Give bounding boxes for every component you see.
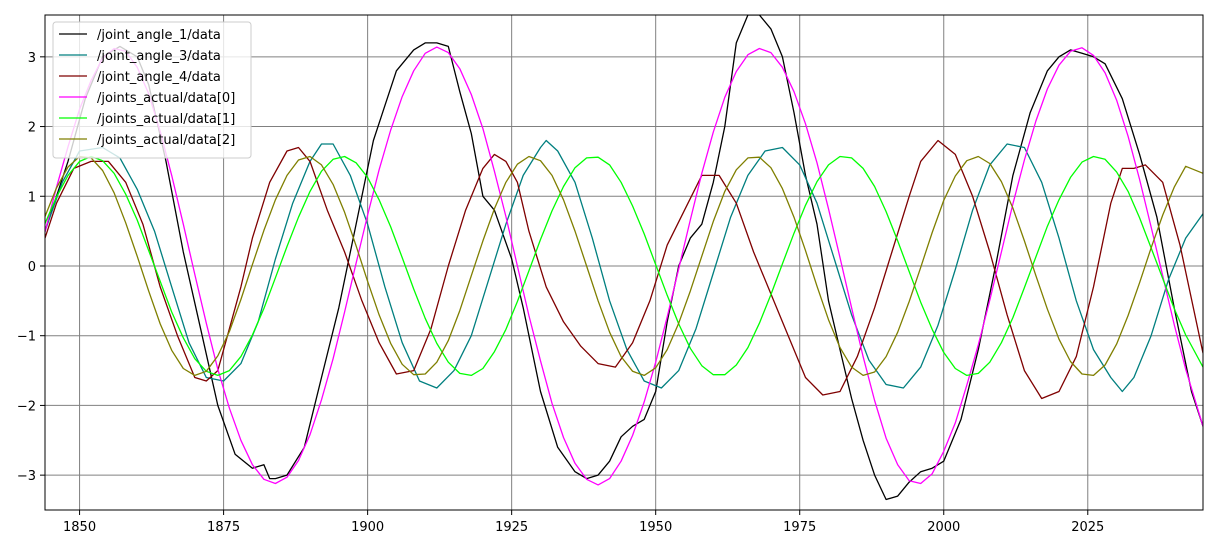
y-tick-label: −1 [17,330,36,345]
legend-label: /joint_angle_3/data [97,49,221,64]
axis-ticks: 1850 1875 1900 1925 1950 1975 2000 2025 −3 −2 −1 0 1… [17,51,1104,535]
legend-label: /joints_actual/data[2] [97,133,235,148]
legend-label: /joint_angle_4/data [97,70,221,85]
series-line-1 [45,139,1203,393]
y-tick-label: 3 [28,51,36,66]
legend-label: /joints_actual/data[0] [97,91,235,106]
y-tick-label: 1 [28,190,36,205]
y-tick-label: −2 [17,399,36,414]
x-tick-label: 1975 [783,520,816,535]
series-line-3 [45,46,1203,486]
x-tick-label: 2025 [1071,520,1104,535]
x-tick-label: 1875 [207,520,240,535]
legend-label: /joint_angle_1/data [97,28,221,43]
x-tick-label: 2000 [927,520,960,535]
series-line-5 [45,155,1203,377]
x-tick-label: 1850 [63,520,96,535]
x-tick-label: 1925 [495,520,528,535]
y-tick-label: 2 [28,121,36,136]
legend-label: /joints_actual/data[1] [97,112,235,127]
y-tick-label: 0 [28,260,36,275]
plot-frame [44,14,1204,511]
legend-box [52,21,252,159]
x-tick-label: 1950 [639,520,672,535]
series-line-0 [45,15,1203,501]
grid-lines [45,15,1203,510]
legend: /joint_angle_1/data/joint_angle_3/data/j… [52,21,252,159]
x-tick-label: 1900 [351,520,384,535]
y-tick-label: −3 [17,469,36,484]
series-line-2 [45,139,1203,400]
series-line-4 [45,155,1203,377]
series-lines [45,15,1203,501]
